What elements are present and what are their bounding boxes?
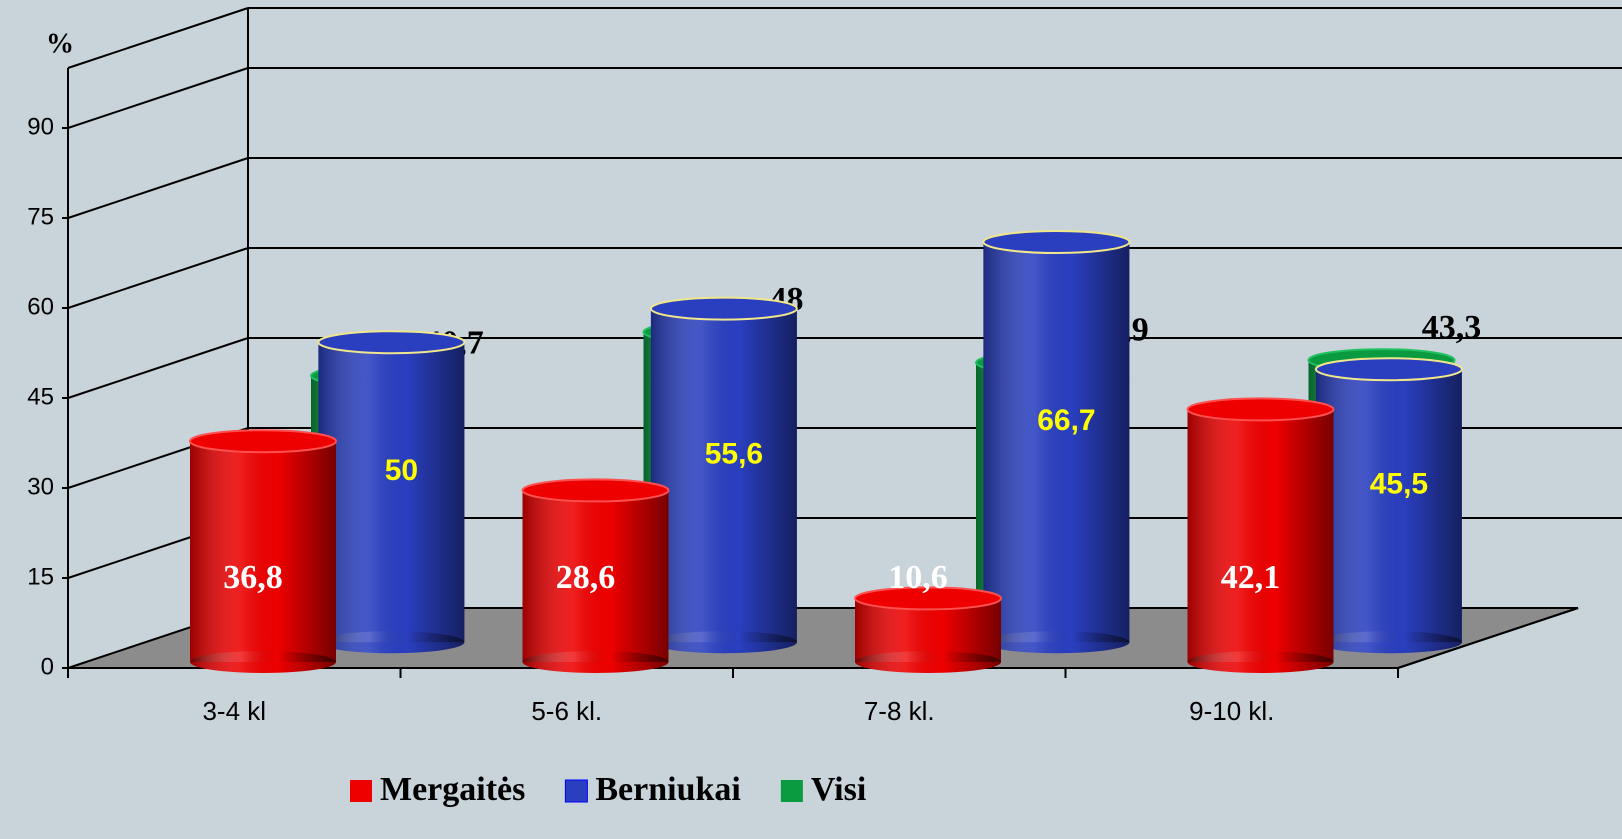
value-label: 28,6 (556, 559, 616, 596)
y-tick-label: 15 (27, 563, 54, 590)
grid-line (67, 337, 249, 399)
bar (649, 296, 798, 654)
legend-swatch (780, 780, 803, 802)
value-label: 45,5 (1370, 468, 1428, 501)
bar-shade (1187, 409, 1334, 662)
bar-shade-bottom (318, 631, 465, 654)
legend-swatch (564, 779, 588, 803)
legend-swatch (350, 780, 372, 802)
legend-label: Mergaitės (380, 771, 525, 808)
bar-top (521, 478, 670, 503)
bar-shade-bottom (1315, 631, 1462, 654)
bar-shade (522, 490, 669, 662)
value-label: 43,3 (1422, 309, 1482, 346)
y-tick-label: 45 (27, 383, 54, 410)
grid-line (67, 67, 249, 129)
bar-shade-bottom (1187, 651, 1334, 673)
bar-shade (983, 242, 1130, 643)
value-label: 10,6 (888, 559, 948, 596)
bar-shade-bottom (650, 631, 797, 654)
bar-top (649, 296, 798, 321)
bar-shade (1315, 369, 1462, 643)
bar (189, 429, 337, 673)
legend-label: Visi (811, 771, 866, 808)
bar-top (1314, 357, 1463, 382)
y-tick-label: 90 (27, 113, 54, 140)
legend-label: Berniukai (595, 771, 740, 808)
grid-line (67, 157, 249, 219)
bar (521, 478, 670, 673)
x-tick-label: 3-4 kl (202, 696, 266, 726)
floor-edge (1397, 607, 1579, 669)
bar-top (1186, 397, 1335, 422)
value-label: 42,1 (1221, 559, 1281, 596)
bar-top (189, 429, 337, 454)
bar (317, 330, 466, 654)
wall-top (67, 7, 249, 69)
y-tick-label: 0 (41, 653, 54, 680)
bar-shade (190, 441, 336, 662)
value-label: 66,7 (1037, 404, 1095, 437)
bar-shade-bottom (855, 651, 1001, 673)
value-label: 50 (385, 454, 418, 487)
bar (854, 586, 1002, 673)
bar-top (317, 330, 466, 355)
y-tick-label: 30 (27, 473, 54, 500)
bar (1314, 357, 1463, 654)
bar (982, 230, 1131, 654)
bar-shade-bottom (983, 631, 1130, 654)
value-label: 36,8 (223, 559, 283, 596)
bar-shade-bottom (190, 651, 336, 673)
x-tick-label: 7-8 kl. (864, 696, 935, 726)
y-tick-label: 75 (27, 203, 54, 230)
bar-shade-bottom (522, 651, 669, 673)
bar-top (854, 586, 1002, 611)
y-axis-label: % (46, 28, 74, 59)
value-label: 55,6 (705, 437, 763, 470)
y-tick-label: 60 (27, 293, 54, 320)
bar-shade (650, 308, 797, 643)
x-tick-label: 5-6 kl. (531, 696, 602, 726)
bar-top (982, 230, 1131, 254)
bar (1186, 397, 1335, 673)
x-tick-label: 9-10 kl. (1189, 696, 1274, 726)
grid-line (67, 247, 249, 309)
bar-shade (318, 342, 465, 643)
